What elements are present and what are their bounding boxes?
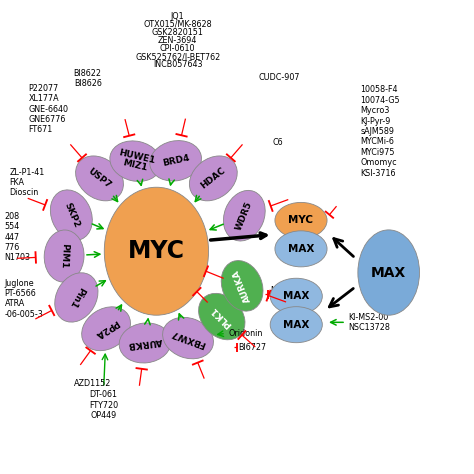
- Ellipse shape: [163, 318, 213, 359]
- Text: PLK1: PLK1: [210, 304, 234, 329]
- Ellipse shape: [275, 231, 327, 267]
- Text: SKP2: SKP2: [62, 201, 81, 229]
- Ellipse shape: [190, 156, 237, 201]
- Text: MLN8237
CD532: MLN8237 CD532: [271, 286, 308, 305]
- Ellipse shape: [110, 141, 162, 182]
- Ellipse shape: [275, 202, 327, 238]
- Ellipse shape: [223, 191, 265, 241]
- Text: ZEN-3694: ZEN-3694: [158, 36, 198, 45]
- Text: PIM1: PIM1: [59, 243, 69, 269]
- Ellipse shape: [221, 261, 263, 311]
- Text: BI6727: BI6727: [238, 343, 266, 352]
- Text: Oridonin: Oridonin: [228, 329, 263, 338]
- Ellipse shape: [104, 187, 209, 315]
- Text: MAX: MAX: [283, 319, 310, 330]
- Text: Pin1: Pin1: [67, 285, 86, 310]
- Text: FBXW7: FBXW7: [170, 328, 207, 348]
- Text: BI8622
BI8626: BI8622 BI8626: [73, 69, 102, 88]
- Text: USP7: USP7: [86, 166, 113, 190]
- Ellipse shape: [199, 293, 245, 340]
- Text: HUWE1
MIZ1: HUWE1 MIZ1: [115, 148, 156, 174]
- Ellipse shape: [119, 323, 171, 363]
- Text: PP2A: PP2A: [92, 318, 119, 340]
- Ellipse shape: [50, 190, 92, 240]
- Text: BRD4: BRD4: [161, 154, 190, 168]
- Text: INCB057643: INCB057643: [153, 60, 202, 69]
- Text: P22077
XL177A
GNE-6640
GNE6776
FT671: P22077 XL177A GNE-6640 GNE6776 FT671: [28, 84, 68, 134]
- Text: GSK525762/I-BET762: GSK525762/I-BET762: [135, 52, 220, 61]
- Text: HDAC: HDAC: [199, 166, 228, 191]
- Text: CPI-0610: CPI-0610: [160, 44, 195, 53]
- Text: AZD1152: AZD1152: [74, 379, 111, 388]
- Text: CUDC-907: CUDC-907: [258, 73, 300, 82]
- Text: JQ1: JQ1: [171, 12, 184, 21]
- Text: C6: C6: [273, 138, 283, 146]
- Text: MYC: MYC: [289, 215, 313, 226]
- Text: DT-061
FTY720
OP449: DT-061 FTY720 OP449: [89, 391, 118, 420]
- Text: AURKB: AURKB: [128, 337, 163, 349]
- Text: MAX: MAX: [371, 265, 406, 280]
- Ellipse shape: [55, 273, 98, 322]
- Ellipse shape: [270, 278, 322, 314]
- Text: MAX: MAX: [288, 244, 314, 254]
- Text: GSK2820151: GSK2820151: [152, 28, 204, 37]
- Text: WDR5: WDR5: [235, 200, 254, 231]
- Text: KI-MS2-00
NSC13728: KI-MS2-00 NSC13728: [348, 313, 390, 332]
- Text: Juglone
PT-6566
ATRA
-06-005-3: Juglone PT-6566 ATRA -06-005-3: [5, 279, 44, 319]
- Ellipse shape: [150, 141, 201, 181]
- Ellipse shape: [44, 230, 84, 282]
- Text: 10058-F4
10074-G5
Mycro3
KJ-Pyr-9
sAJM589
MYCMi-6
MYCi975
Omomyc
KSI-3716: 10058-F4 10074-G5 Mycro3 KJ-Pyr-9 sAJM58…: [360, 85, 400, 178]
- Text: 208
554
447
776
N1703: 208 554 447 776 N1703: [5, 212, 31, 262]
- Text: MAX: MAX: [283, 291, 310, 301]
- Text: MYC: MYC: [128, 239, 185, 263]
- Ellipse shape: [270, 307, 322, 343]
- Text: OTX015/MK-8628: OTX015/MK-8628: [144, 20, 212, 29]
- Text: AURKA: AURKA: [231, 268, 253, 304]
- Ellipse shape: [358, 230, 419, 315]
- Ellipse shape: [75, 156, 123, 201]
- Text: ZL-P1-41
FKA
Dioscin: ZL-P1-41 FKA Dioscin: [9, 168, 45, 197]
- Ellipse shape: [82, 307, 130, 351]
